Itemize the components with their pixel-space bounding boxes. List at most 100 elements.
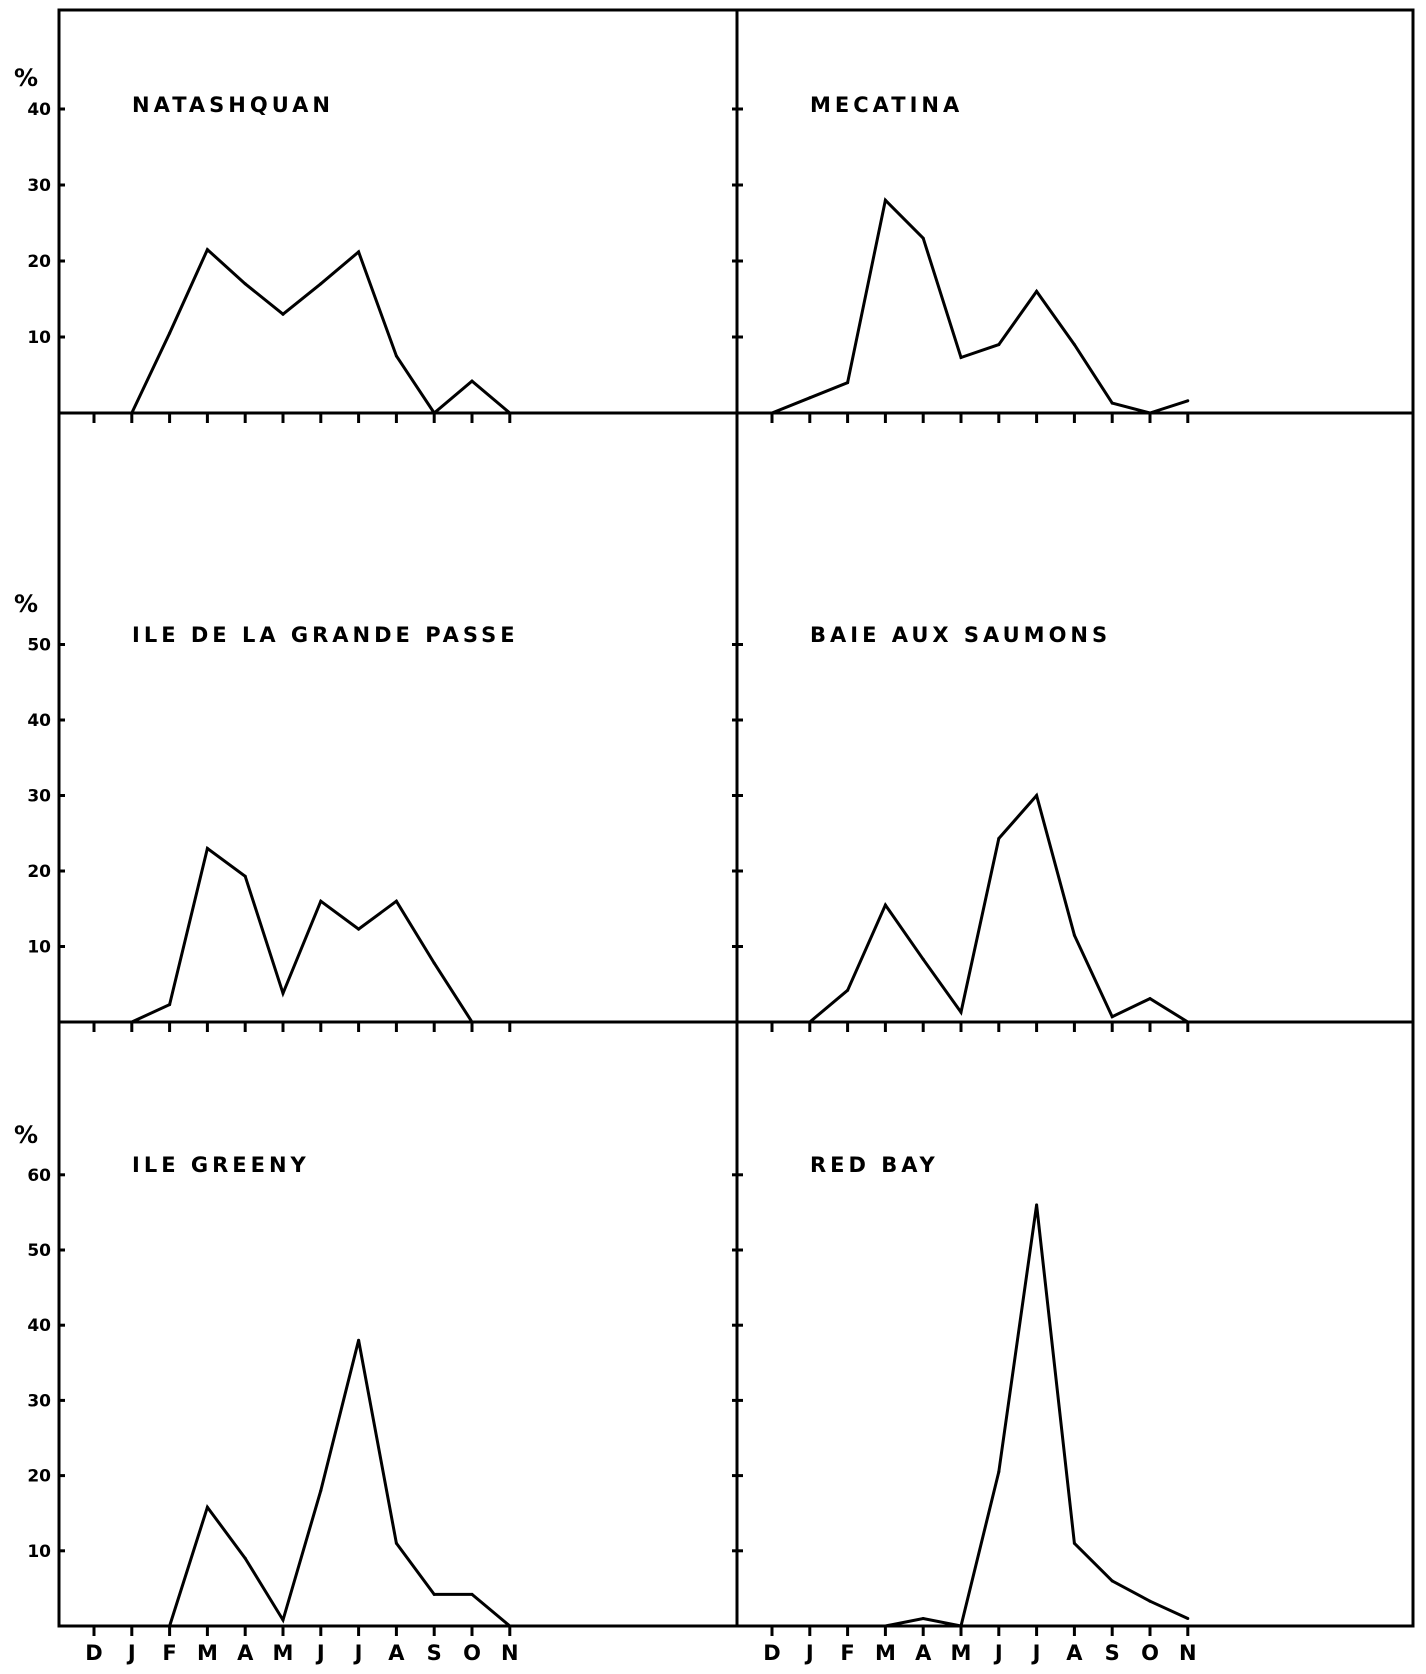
data-point-natashquan-11	[508, 411, 512, 415]
x-tick-label-col2-1: D	[763, 1641, 780, 1665]
x-tick-label-col1-10: S	[427, 1641, 442, 1665]
data-point-natashquan-5	[281, 312, 285, 316]
data-point-baie-aux-saumons-5	[959, 1010, 963, 1014]
y-axis-label-ile-greeny: %	[14, 1121, 38, 1149]
data-point-natashquan-1	[130, 411, 134, 415]
y-tick-label-ile-de-la-grande-passe-10: 10	[27, 938, 51, 958]
data-point-natashquan-8	[394, 354, 398, 358]
panel-title-mecatina: MECATINA	[810, 93, 963, 117]
data-point-natashquan-10	[470, 379, 474, 383]
data-point-red-bay-5	[1035, 1203, 1039, 1207]
y-tick-label-natashquan-30: 30	[27, 176, 51, 196]
series-line-red-bay	[885, 1204, 1189, 1628]
data-point-natashquan-6	[319, 282, 323, 286]
x-tick-label-col2-5: A	[915, 1641, 932, 1665]
data-point-mecatina-6	[959, 356, 963, 359]
y-tick-label-natashquan-20: 20	[27, 252, 51, 272]
data-point-mecatina-10	[1110, 401, 1114, 405]
data-point-baie-aux-saumons-10	[1148, 997, 1152, 1001]
x-tick-label-col2-9: A	[1066, 1641, 1083, 1665]
data-point-ile-greeny-7	[394, 1541, 398, 1545]
y-tick-label-ile-de-la-grande-passe-30: 30	[27, 787, 51, 807]
x-tick-label-col2-10: S	[1105, 1641, 1120, 1665]
data-point-ile-de-la-grande-passe-7	[357, 927, 361, 931]
data-point-red-bay-8	[1148, 1599, 1152, 1603]
data-point-baie-aux-saumons-3	[883, 903, 887, 907]
data-point-red-bay-3	[959, 1624, 963, 1628]
data-point-mecatina-5	[921, 236, 925, 240]
y-tick-label-ile-greeny-40: 40	[27, 1316, 51, 1336]
y-axis-label-ile-de-la-grande-passe: %	[14, 590, 38, 618]
data-point-mecatina-7	[997, 343, 1001, 347]
data-point-mecatina-1	[770, 411, 774, 415]
data-point-baie-aux-saumons-4	[921, 957, 925, 961]
data-point-baie-aux-saumons-8	[1072, 933, 1076, 937]
y-tick-label-ile-greeny-60: 60	[27, 1166, 51, 1186]
data-point-red-bay-6	[1072, 1541, 1076, 1545]
panel-title-natashquan: NATASHQUAN	[132, 93, 334, 117]
x-tick-label-col1-5: A	[237, 1641, 254, 1665]
series-line-baie-aux-saumons	[808, 792, 1189, 1024]
x-tick-label-col2-12: N	[1179, 1641, 1197, 1665]
x-tick-label-col1-4: M	[197, 1641, 218, 1665]
data-point-mecatina-12	[1186, 399, 1190, 403]
data-point-natashquan-2	[168, 331, 172, 335]
data-point-ile-greeny-3	[243, 1556, 247, 1560]
series-line-natashquan	[130, 247, 511, 416]
y-tick-label-ile-de-la-grande-passe-40: 40	[27, 711, 51, 731]
x-tick-label-col1-9: A	[388, 1641, 405, 1665]
data-point-mecatina-2	[808, 396, 812, 400]
data-point-ile-greeny-2	[205, 1505, 209, 1509]
data-point-red-bay-9	[1186, 1617, 1190, 1620]
data-point-natashquan-3	[205, 248, 209, 252]
x-tick-label-col2-7: J	[993, 1641, 1003, 1665]
x-tick-label-col2-6: M	[951, 1641, 972, 1665]
x-tick-label-col1-3: F	[162, 1641, 176, 1665]
panel-title-ile-greeny: ILE GREENY	[132, 1153, 310, 1177]
x-tick-label-col2-11: O	[1141, 1641, 1159, 1665]
data-point-red-bay-1	[883, 1624, 887, 1628]
data-point-red-bay-7	[1110, 1579, 1114, 1583]
x-tick-label-col1-6: M	[273, 1641, 294, 1665]
y-tick-label-ile-greeny-10: 10	[27, 1542, 51, 1562]
data-point-red-bay-4	[997, 1470, 1001, 1474]
series-line-ile-greeny	[168, 1339, 511, 1628]
data-point-mecatina-9	[1072, 343, 1076, 347]
series-line-ile-de-la-grande-passe	[131, 845, 474, 1024]
data-point-ile-de-la-grande-passe-2	[168, 1003, 172, 1007]
x-tick-label-col2-2: J	[804, 1641, 814, 1665]
data-point-ile-de-la-grande-passe-5	[281, 991, 285, 995]
data-point-ile-greeny-6	[357, 1338, 361, 1342]
y-tick-label-ile-greeny-20: 20	[27, 1467, 51, 1487]
data-point-natashquan-9	[432, 411, 436, 415]
x-tick-label-col1-1: D	[85, 1641, 102, 1665]
data-point-ile-greeny-4	[281, 1618, 285, 1622]
x-tick-label-col1-12: N	[501, 1641, 519, 1665]
x-tick-label-col1-7: J	[315, 1641, 325, 1665]
x-tick-label-col1-11: O	[463, 1641, 481, 1665]
data-point-mecatina-11	[1148, 411, 1152, 415]
data-point-red-bay-2	[921, 1617, 925, 1620]
data-point-ile-greeny-8	[432, 1592, 436, 1596]
data-point-ile-greeny-10	[508, 1624, 512, 1628]
data-point-ile-de-la-grande-passe-4	[243, 874, 247, 878]
y-tick-label-ile-greeny-50: 50	[27, 1241, 51, 1261]
y-tick-label-ile-de-la-grande-passe-50: 50	[27, 636, 51, 656]
data-point-ile-de-la-grande-passe-9	[432, 961, 436, 965]
data-point-mecatina-3	[846, 381, 850, 385]
series-line-mecatina	[771, 197, 1189, 415]
x-tick-label-col1-8: J	[353, 1641, 363, 1665]
panel-title-baie-aux-saumons: BAIE AUX SAUMONS	[810, 623, 1111, 647]
data-point-ile-de-la-grande-passe-1	[130, 1020, 134, 1024]
data-point-ile-greeny-5	[319, 1489, 323, 1493]
data-point-baie-aux-saumons-7	[1035, 794, 1039, 797]
x-tick-label-col2-3: F	[840, 1641, 854, 1665]
y-tick-label-ile-greeny-30: 30	[27, 1391, 51, 1411]
data-point-baie-aux-saumons-6	[997, 837, 1001, 840]
data-point-baie-aux-saumons-9	[1110, 1015, 1114, 1019]
x-tick-label-col1-2: J	[126, 1641, 136, 1665]
panel-title-ile-de-la-grande-passe: ILE DE LA GRANDE PASSE	[132, 623, 519, 647]
data-point-ile-de-la-grande-passe-6	[319, 899, 323, 903]
data-point-natashquan-4	[243, 282, 247, 286]
data-point-baie-aux-saumons-2	[846, 988, 850, 992]
